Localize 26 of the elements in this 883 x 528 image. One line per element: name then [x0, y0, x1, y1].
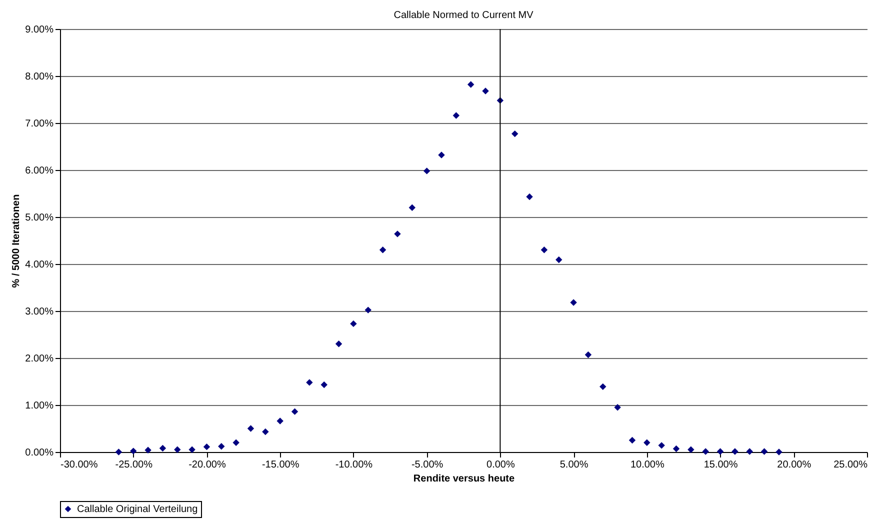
- x-axis-title: Rendite versus heute: [413, 474, 516, 484]
- x-tick-label: 0.00%: [486, 460, 515, 470]
- y-tick-label: 0.00%: [25, 448, 54, 458]
- x-tick-label: -30.00%: [60, 460, 98, 470]
- x-tick-label: -25.00%: [115, 460, 153, 470]
- y-tick-label: 3.00%: [25, 306, 54, 318]
- x-tick-label: 10.00%: [630, 460, 664, 470]
- y-tick-label: 7.00%: [25, 118, 54, 130]
- y-tick-label: 2.00%: [25, 354, 54, 364]
- y-tick-label: 5.00%: [25, 212, 54, 224]
- y-tick-label: 1.00%: [25, 400, 54, 412]
- y-tick-label: 4.00%: [25, 260, 54, 270]
- x-tick-label: 15.00%: [704, 460, 738, 470]
- chart-title: Callable Normed to Current MV: [394, 10, 534, 21]
- x-tick-label: 20.00%: [777, 460, 812, 470]
- y-tick-label: 6.00%: [25, 166, 54, 176]
- x-tick-label: -20.00%: [188, 460, 226, 470]
- x-tick-label: -15.00%: [262, 460, 300, 470]
- y-tick-label: 9.00%: [25, 24, 54, 36]
- y-tick-label: 8.00%: [25, 72, 54, 82]
- x-tick-label: 25.00%: [834, 460, 868, 470]
- x-tick-label: -10.00%: [335, 460, 373, 470]
- y-axis-title: % / 5000 Iterationen: [11, 194, 22, 288]
- x-tick-label: -5.00%: [411, 460, 444, 470]
- x-tick-label: 5.00%: [560, 460, 588, 470]
- legend-label: Callable Original Verteilung: [77, 504, 198, 515]
